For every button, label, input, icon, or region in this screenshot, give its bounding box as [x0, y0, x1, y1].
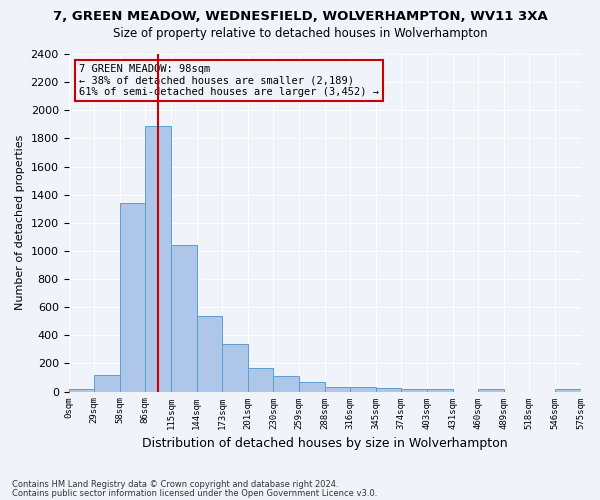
Bar	[120, 203, 145, 392]
Bar	[376, 388, 401, 392]
Bar	[197, 316, 222, 392]
Text: Size of property relative to detached houses in Wolverhampton: Size of property relative to detached ho…	[113, 28, 487, 40]
Bar	[94, 374, 120, 392]
Text: 7 GREEN MEADOW: 98sqm
← 38% of detached houses are smaller (2,189)
61% of semi-d: 7 GREEN MEADOW: 98sqm ← 38% of detached …	[79, 64, 379, 98]
Bar	[555, 388, 581, 392]
Bar	[350, 388, 376, 392]
Bar	[171, 246, 197, 392]
Text: Contains public sector information licensed under the Open Government Licence v3: Contains public sector information licen…	[12, 488, 377, 498]
Bar	[274, 376, 299, 392]
Bar	[478, 388, 504, 392]
Bar	[222, 344, 248, 392]
Bar	[248, 368, 274, 392]
Bar	[145, 126, 171, 392]
Y-axis label: Number of detached properties: Number of detached properties	[15, 135, 25, 310]
X-axis label: Distribution of detached houses by size in Wolverhampton: Distribution of detached houses by size …	[142, 437, 508, 450]
Bar	[299, 382, 325, 392]
Bar	[325, 386, 350, 392]
Text: Contains HM Land Registry data © Crown copyright and database right 2024.: Contains HM Land Registry data © Crown c…	[12, 480, 338, 489]
Bar	[68, 390, 94, 392]
Text: 7, GREEN MEADOW, WEDNESFIELD, WOLVERHAMPTON, WV11 3XA: 7, GREEN MEADOW, WEDNESFIELD, WOLVERHAMP…	[53, 10, 547, 23]
Bar	[401, 388, 427, 392]
Bar	[427, 388, 452, 392]
